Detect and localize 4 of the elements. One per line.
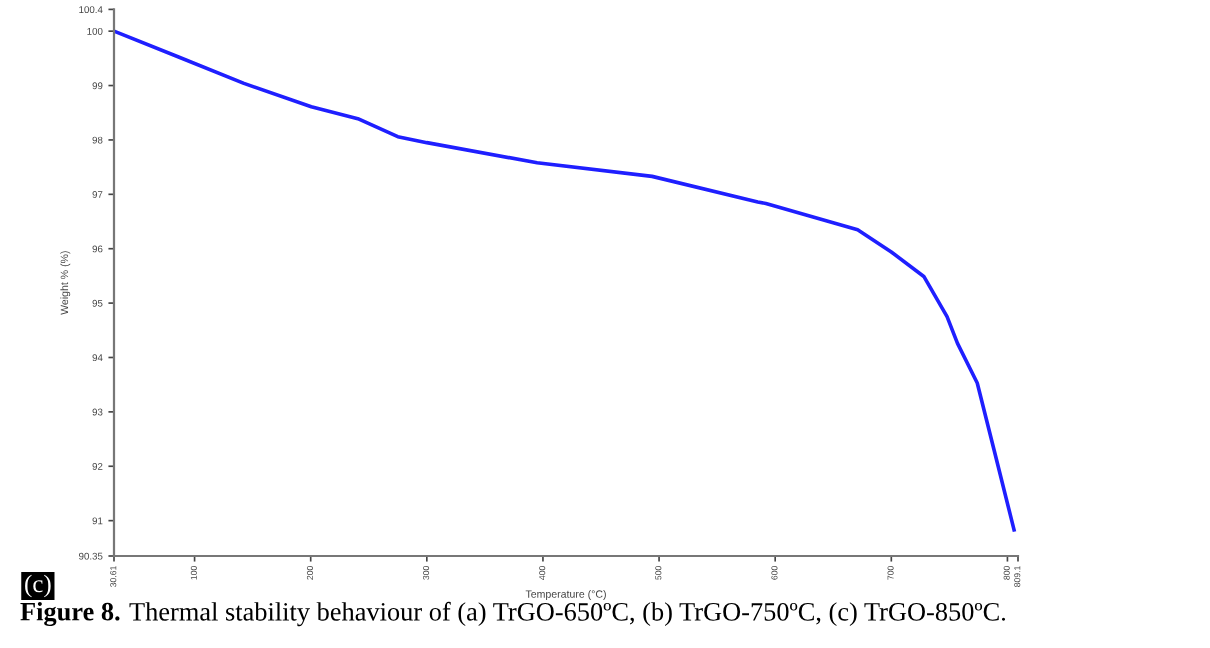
caption: Figure 8. xyxy=(20,601,120,627)
line-series xyxy=(114,29,1016,532)
text: (c) xyxy=(25,574,51,598)
text: Thermal stability behaviour of (a) TrGO-650ºC, (b) TrGO-750ºC, (c) TrGO-850ºC. xyxy=(129,601,1006,627)
